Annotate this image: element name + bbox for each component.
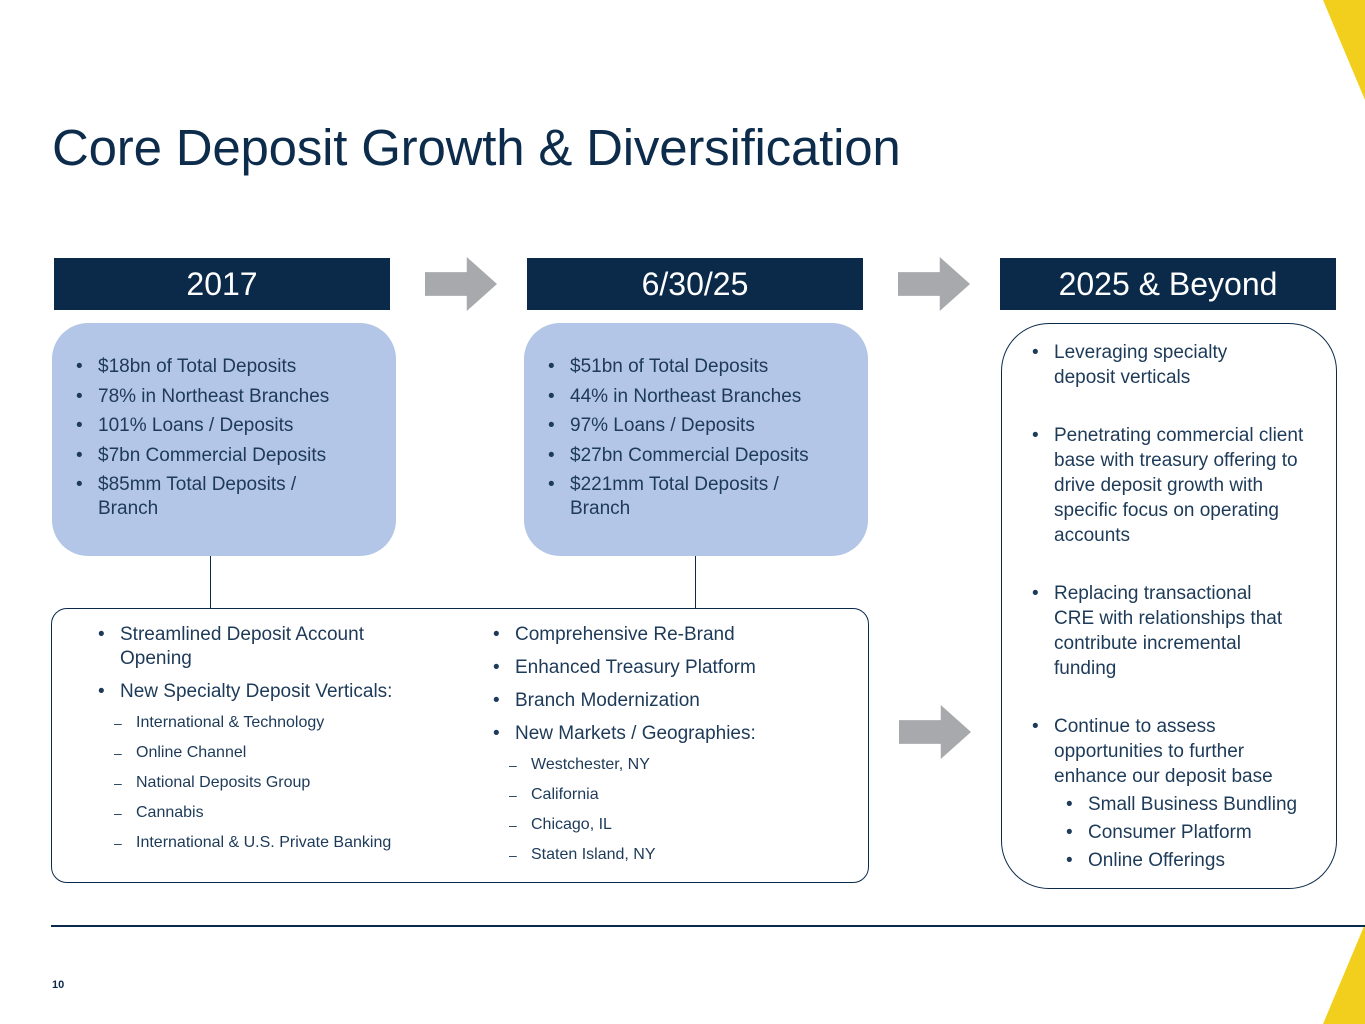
panel-2017-list: $18bn of Total Deposits 78% in Northeast… bbox=[76, 355, 370, 521]
header-2025-beyond: 2025 & Beyond bbox=[1000, 258, 1336, 310]
header-2017: 2017 bbox=[54, 258, 390, 310]
connector-line bbox=[210, 556, 211, 608]
header-2025-q2: 6/30/25 bbox=[527, 258, 863, 310]
beyond-list: Leveraging specialty deposit verticals P… bbox=[1032, 340, 1324, 873]
list-item: Leveraging specialty deposit verticals bbox=[1032, 340, 1284, 390]
list-item: Chicago, IL bbox=[493, 815, 833, 835]
list-item: Comprehensive Re-Brand bbox=[493, 623, 833, 647]
list-item: Small Business Bundling bbox=[1066, 793, 1316, 817]
list-item: California bbox=[493, 785, 833, 805]
list-item: Staten Island, NY bbox=[493, 845, 833, 865]
list-item: $221mm Total Deposits / Branch bbox=[548, 473, 810, 521]
beyond-box: Leveraging specialty deposit verticals P… bbox=[1001, 323, 1337, 889]
initiatives-right-list: Comprehensive Re-Brand Enhanced Treasury… bbox=[493, 623, 833, 875]
list-item: Branch Modernization bbox=[493, 689, 833, 713]
right-arrow-icon bbox=[899, 705, 971, 759]
list-item: New Specialty Deposit Verticals: bbox=[98, 680, 408, 704]
list-item: Online Offerings bbox=[1066, 849, 1316, 873]
list-item: New Markets / Geographies: bbox=[493, 722, 833, 746]
list-item: Online Channel bbox=[98, 743, 408, 763]
list-item: Streamlined Deposit Account Opening bbox=[98, 623, 408, 671]
right-arrow-icon bbox=[425, 257, 497, 311]
list-item: Cannabis bbox=[98, 803, 408, 823]
list-item: National Deposits Group bbox=[98, 773, 408, 793]
list-item: $7bn Commercial Deposits bbox=[76, 444, 370, 468]
page-number: 10 bbox=[52, 979, 65, 991]
list-item: $85mm Total Deposits / Branch bbox=[76, 473, 328, 521]
list-item: Penetrating commercial client base with … bbox=[1032, 423, 1316, 548]
list-item: Continue to assess opportunities to furt… bbox=[1032, 714, 1316, 873]
list-item: 44% in Northeast Branches bbox=[548, 385, 842, 409]
initiatives-left-list: Streamlined Deposit Account Opening New … bbox=[98, 623, 408, 863]
list-item: International & U.S. Private Banking bbox=[98, 833, 408, 853]
list-item-text: Continue to assess opportunities to furt… bbox=[1054, 716, 1273, 787]
list-item: Replacing transactional CRE with relatio… bbox=[1032, 581, 1294, 681]
list-item: Consumer Platform bbox=[1066, 821, 1316, 845]
list-item: $51bn of Total Deposits bbox=[548, 355, 842, 379]
accent-triangle-bottom bbox=[1323, 924, 1365, 1024]
right-arrow-icon bbox=[898, 257, 970, 311]
list-item: International & Technology bbox=[98, 713, 408, 733]
panel-2017: $18bn of Total Deposits 78% in Northeast… bbox=[52, 323, 396, 556]
initiatives-box: Streamlined Deposit Account Opening New … bbox=[51, 608, 869, 883]
list-item: Westchester, NY bbox=[493, 755, 833, 775]
panel-2025-q2-list: $51bn of Total Deposits 44% in Northeast… bbox=[548, 355, 842, 521]
list-item: 78% in Northeast Branches bbox=[76, 385, 370, 409]
panel-2025-q2: $51bn of Total Deposits 44% in Northeast… bbox=[524, 323, 868, 556]
beyond-sub-list: Small Business Bundling Consumer Platfor… bbox=[1054, 793, 1316, 873]
list-item: 97% Loans / Deposits bbox=[548, 414, 842, 438]
list-item: $27bn Commercial Deposits bbox=[548, 444, 842, 468]
connector-line bbox=[695, 556, 696, 608]
page-title: Core Deposit Growth & Diversification bbox=[52, 119, 901, 176]
list-item: 101% Loans / Deposits bbox=[76, 414, 370, 438]
accent-triangle-top bbox=[1323, 0, 1365, 100]
list-item: Enhanced Treasury Platform bbox=[493, 656, 833, 680]
list-item: $18bn of Total Deposits bbox=[76, 355, 370, 379]
footer-divider bbox=[51, 925, 1365, 927]
